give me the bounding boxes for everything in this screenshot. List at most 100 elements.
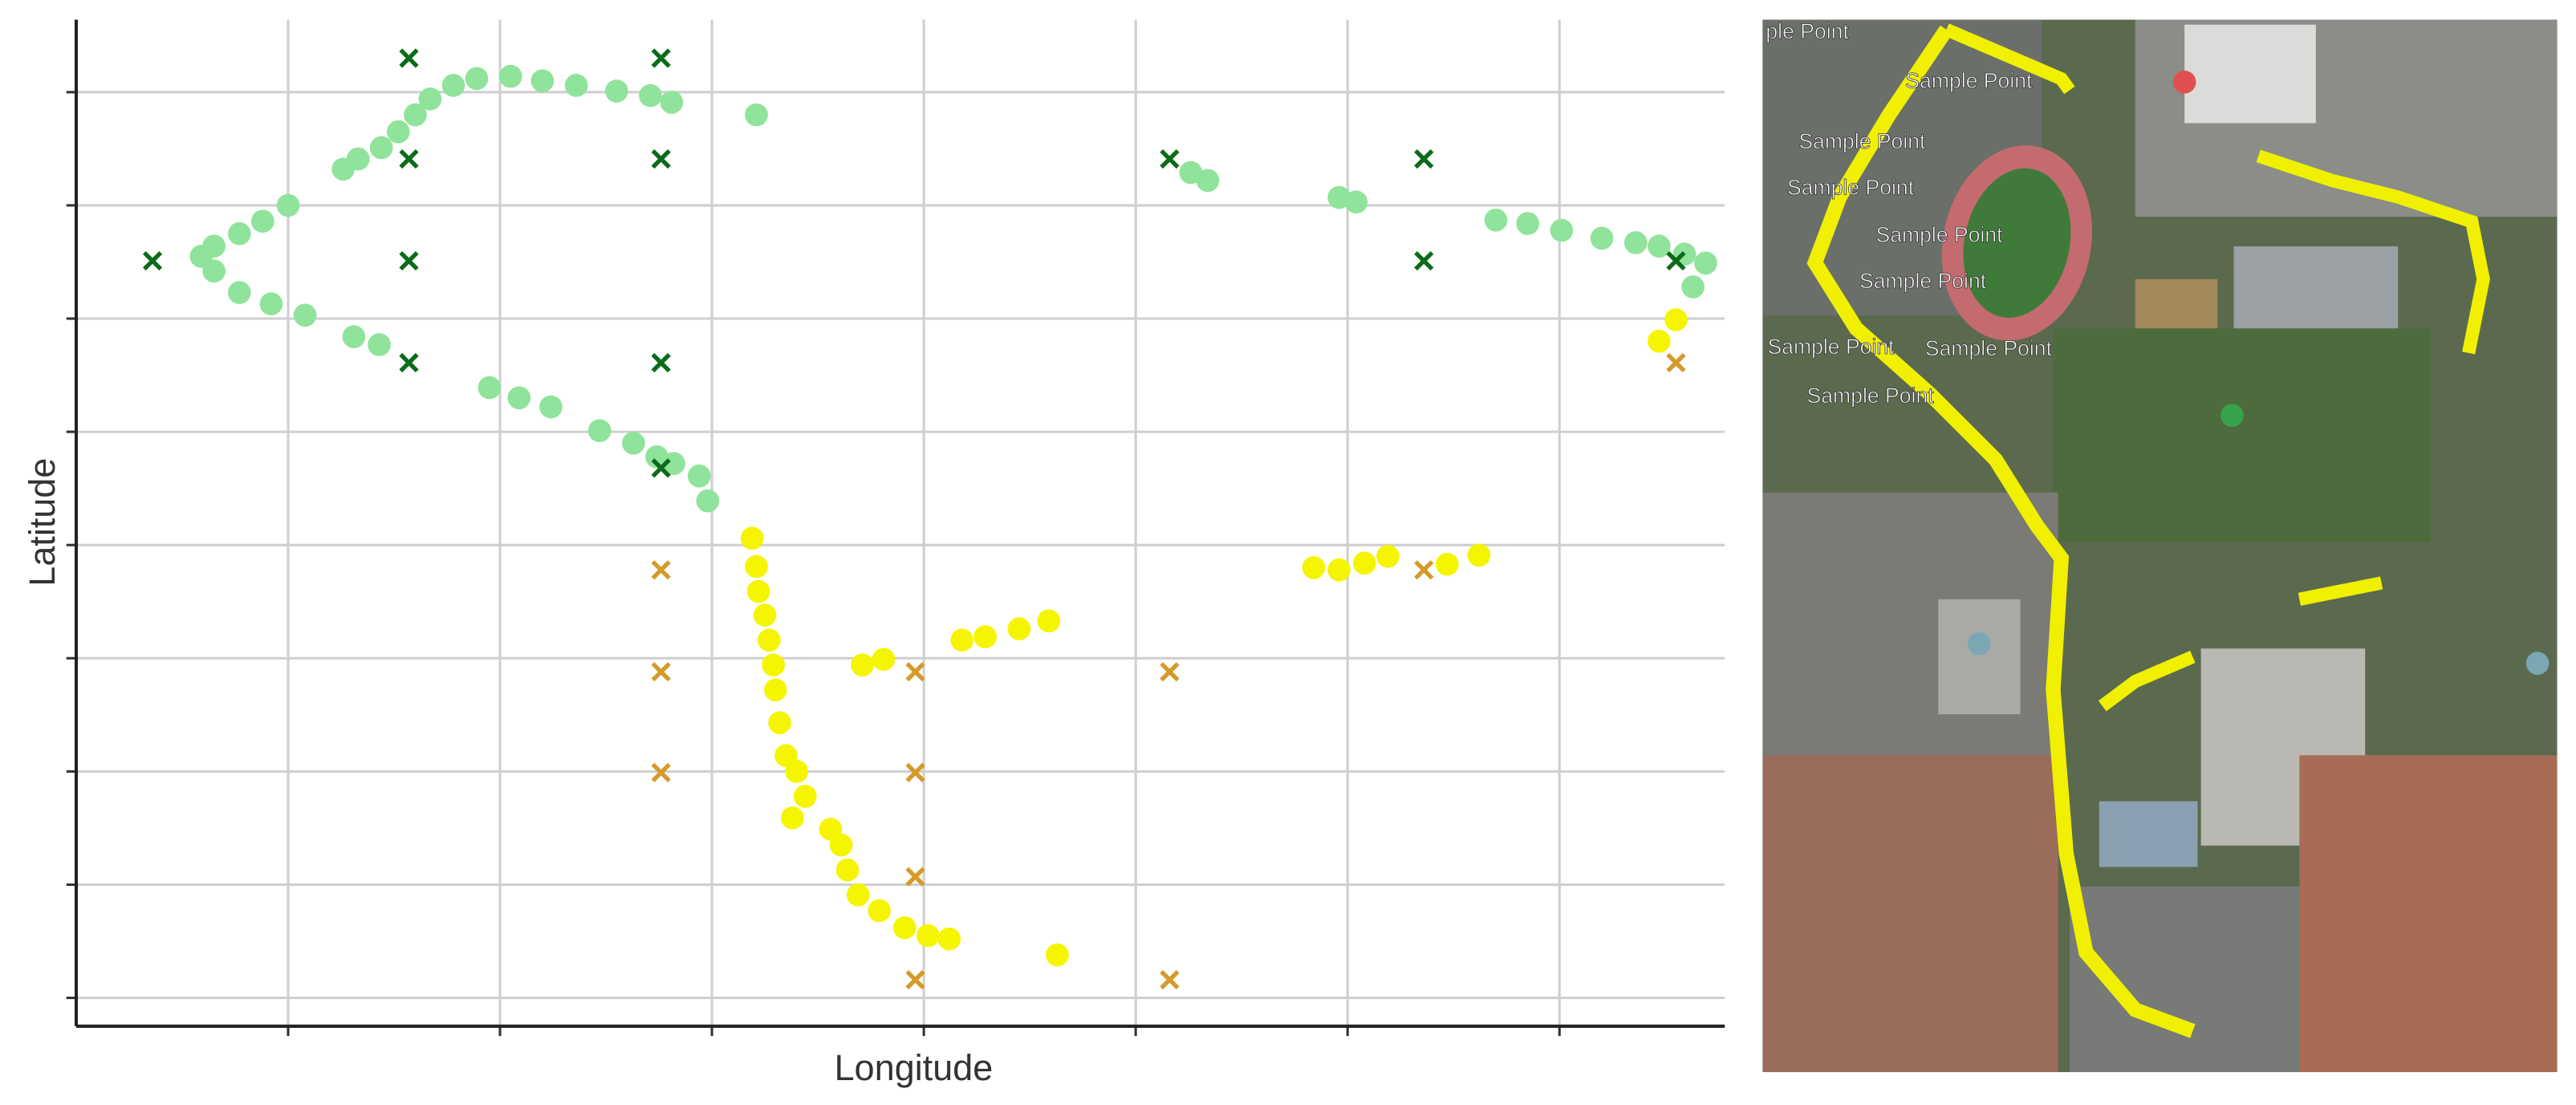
map-label: Sample Point	[1905, 68, 2033, 92]
point	[477, 376, 502, 400]
point	[1436, 552, 1459, 576]
point	[387, 120, 410, 144]
place-pin	[2525, 652, 2550, 675]
point	[1624, 231, 1648, 254]
point	[829, 833, 853, 857]
hospital	[2184, 24, 2316, 124]
park-pin	[2220, 404, 2244, 427]
point	[202, 259, 226, 283]
x-marker	[399, 148, 419, 169]
x-marker	[651, 148, 671, 169]
point	[539, 395, 563, 419]
x-marker	[1414, 560, 1434, 580]
point	[331, 157, 356, 181]
x-marker	[1414, 148, 1434, 169]
hospital-pin	[2172, 70, 2196, 94]
point	[1196, 169, 1220, 193]
x-marker	[399, 250, 419, 271]
point	[622, 431, 645, 455]
place-pin	[1968, 632, 1991, 656]
point	[762, 653, 786, 677]
x-marker	[905, 867, 925, 887]
x-marker	[651, 762, 671, 782]
point	[1327, 558, 1351, 582]
point	[1353, 551, 1376, 575]
point	[369, 136, 393, 160]
map-label: Sample Point	[1925, 336, 2053, 360]
point	[342, 325, 366, 348]
point	[259, 292, 283, 315]
point	[696, 489, 720, 513]
x-marker	[1414, 250, 1434, 271]
x-marker	[651, 48, 671, 68]
point	[1037, 609, 1061, 633]
x-marker	[651, 560, 671, 580]
point	[368, 333, 391, 356]
x-marker	[142, 250, 163, 271]
point	[227, 221, 251, 246]
map-label: ple Point	[1765, 19, 1849, 43]
point	[785, 760, 809, 783]
point	[418, 87, 442, 111]
satellite-map: ple Point Sample Point Sample Point Sample …	[1762, 19, 2558, 1073]
x-marker	[1160, 969, 1180, 990]
point	[1648, 329, 1671, 353]
point	[251, 209, 274, 234]
map-label: Sample Point	[1807, 384, 1935, 408]
point	[530, 69, 555, 93]
map-label: Sample Point	[1875, 223, 2003, 247]
point	[1590, 226, 1614, 250]
x-marker	[1666, 352, 1686, 373]
track	[1944, 23, 2075, 95]
x-marker	[399, 48, 419, 68]
stadium-field	[1963, 168, 2071, 318]
point	[660, 91, 684, 114]
scatter-plot	[66, 19, 1725, 1037]
point	[745, 103, 768, 127]
point	[1484, 208, 1508, 232]
x-marker	[1160, 662, 1180, 682]
map-label: Sample Point	[1787, 175, 1915, 199]
track	[2098, 650, 2196, 712]
point	[781, 806, 804, 830]
point	[276, 193, 300, 217]
point	[498, 64, 522, 88]
point	[1516, 212, 1540, 235]
point	[1376, 544, 1400, 568]
point	[1007, 617, 1031, 640]
point	[662, 452, 685, 475]
x-marker	[905, 662, 925, 682]
point	[753, 603, 777, 627]
x-marker	[905, 762, 925, 782]
point	[764, 678, 787, 702]
point	[1467, 543, 1491, 567]
x-marker	[399, 352, 419, 373]
point	[740, 526, 764, 550]
point	[227, 281, 251, 304]
point	[916, 924, 940, 948]
roof	[2099, 801, 2198, 867]
point	[973, 625, 997, 648]
point	[893, 916, 916, 940]
point	[587, 419, 611, 443]
point	[687, 464, 711, 488]
track	[2298, 576, 2383, 606]
x-marker	[651, 662, 671, 682]
point	[639, 83, 662, 108]
x-marker	[651, 458, 671, 478]
point	[1664, 308, 1688, 331]
point	[1648, 234, 1671, 258]
point	[1302, 556, 1326, 579]
point	[404, 103, 427, 127]
y-axis-label: Latitude	[22, 458, 63, 587]
point	[867, 899, 892, 923]
point	[1694, 251, 1717, 275]
building	[1938, 599, 2021, 715]
x-marker	[1160, 148, 1180, 169]
track	[1806, 25, 2196, 1038]
point	[746, 579, 770, 603]
point	[441, 74, 465, 97]
point	[1550, 218, 1574, 242]
